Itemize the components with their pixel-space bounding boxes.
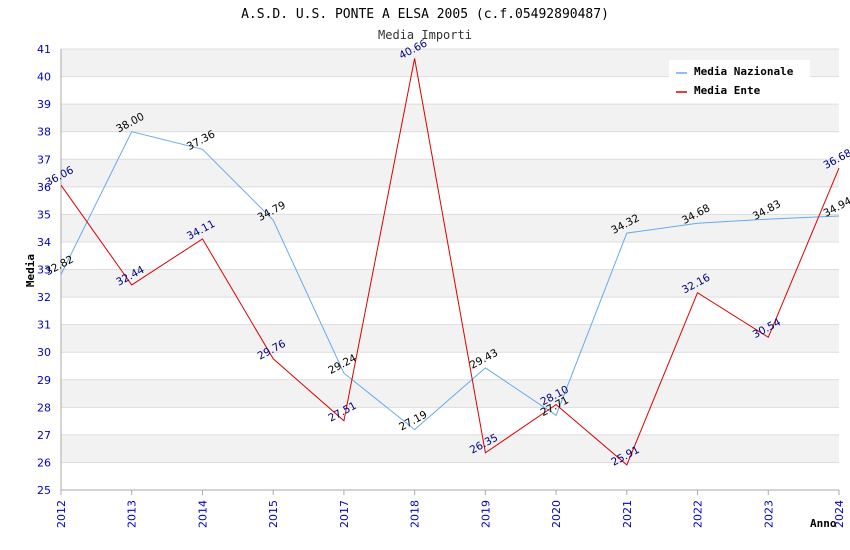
y-tick-label: 34 bbox=[37, 236, 51, 249]
y-tick-label: 26 bbox=[37, 456, 51, 469]
plot-band bbox=[61, 352, 839, 380]
y-tick-label: 33 bbox=[37, 264, 51, 277]
y-tick-label: 40 bbox=[37, 71, 51, 84]
plot-band bbox=[61, 379, 839, 408]
plot-band bbox=[61, 131, 839, 160]
chart-title: A.S.D. U.S. PONTE A ELSA 2005 (c.f.05492… bbox=[241, 7, 609, 22]
y-tick-label: 27 bbox=[37, 429, 51, 442]
y-tick-label: 39 bbox=[37, 98, 51, 111]
x-tick-label: 2020 bbox=[550, 500, 563, 528]
x-tick-label: 2015 bbox=[267, 500, 280, 528]
x-tick-label: 2012 bbox=[55, 500, 68, 528]
plot-band bbox=[61, 407, 839, 435]
plot-band bbox=[61, 159, 839, 187]
plot-band bbox=[61, 104, 839, 132]
x-axis-title: Anno bbox=[810, 517, 837, 530]
legend-label: Media Nazionale bbox=[694, 65, 794, 78]
plot-band bbox=[61, 186, 839, 215]
x-tick-label: 2021 bbox=[621, 500, 634, 528]
x-tick-label: 2014 bbox=[196, 500, 209, 528]
series-line-media-ente bbox=[60, 58, 840, 466]
plot-background-bands bbox=[61, 49, 839, 490]
x-tick-label: 2023 bbox=[762, 500, 775, 528]
x-tick-label: 2017 bbox=[338, 500, 351, 528]
y-tick-label: 41 bbox=[37, 43, 51, 56]
y-tick-label: 38 bbox=[37, 126, 51, 139]
y-axis-title: Media bbox=[24, 254, 37, 287]
x-tick-label: 2024 bbox=[833, 500, 846, 528]
x-axis-ticks: 2012 2013 2014 2015 2017 2018 2019 2020 2021 2022… bbox=[55, 490, 846, 528]
y-tick-label: 35 bbox=[37, 208, 51, 221]
plot-band bbox=[61, 434, 839, 463]
x-tick-label: 2013 bbox=[126, 500, 139, 528]
y-axis-ticks: 25 26 27 28 29 30 31 32 33 34 35 36 37 38 39 40 41 bbox=[37, 43, 51, 497]
series-line-media-nazionale bbox=[60, 131, 840, 431]
y-tick-label: 28 bbox=[37, 401, 51, 414]
series-lines bbox=[60, 58, 840, 466]
plot-band bbox=[61, 214, 839, 242]
legend-label: Media Ente bbox=[694, 84, 761, 97]
y-tick-label: 37 bbox=[37, 153, 51, 166]
gridlines bbox=[61, 48, 839, 491]
legend: Media Nazionale Media Ente bbox=[669, 60, 810, 102]
chart-subtitle: Media Importi bbox=[378, 28, 472, 42]
y-tick-label: 32 bbox=[37, 291, 51, 304]
y-tick-label: 36 bbox=[37, 181, 51, 194]
y-tick-label: 25 bbox=[37, 484, 51, 497]
y-tick-label: 29 bbox=[37, 374, 51, 387]
plot-band bbox=[61, 297, 839, 325]
y-tick-label: 30 bbox=[37, 346, 51, 359]
x-tick-label: 2022 bbox=[692, 500, 705, 528]
plot-band bbox=[61, 269, 839, 298]
legend-box bbox=[669, 60, 810, 102]
x-tick-label: 2018 bbox=[409, 500, 422, 528]
x-tick-label: 2019 bbox=[479, 500, 492, 528]
plot-band bbox=[61, 462, 839, 490]
plot-band bbox=[61, 324, 839, 353]
axes bbox=[60, 49, 839, 491]
y-tick-label: 31 bbox=[37, 319, 51, 332]
